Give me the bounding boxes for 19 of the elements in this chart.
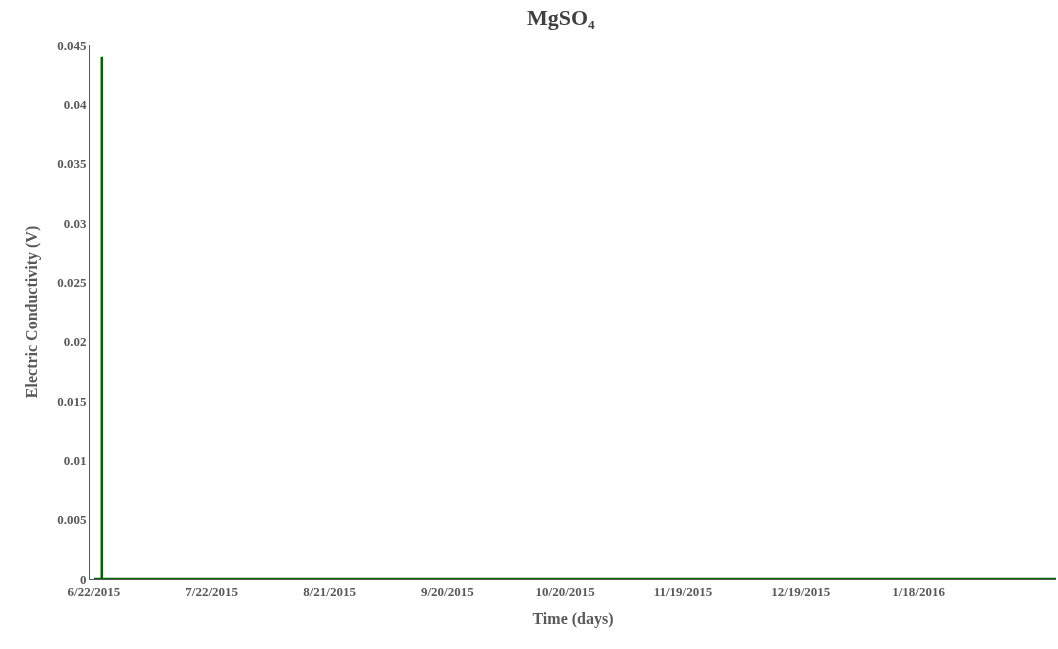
y-axis-title: Electric Conductivity (V) [23,225,42,399]
y-tick-label: 0.01 [63,452,87,468]
x-tick-label: 9/20/2015 [420,583,475,599]
y-tick-label: 0.03 [63,215,87,231]
x-tick-label: 8/21/2015 [303,583,357,599]
x-tick-label: 11/19/2015 [653,583,713,599]
y-tick-label: 0.015 [57,393,87,409]
y-tick-label: 0.02 [63,334,87,350]
y-tick-label: 0.045 [57,37,87,53]
x-tick-label: 10/20/2015 [535,583,596,599]
x-axis-title: Time (days) [532,610,614,629]
x-tick-label: 7/22/2015 [185,583,239,599]
x-tick-label: 1/18/2016 [892,583,946,599]
chart-title: MgSO₄ [526,5,595,31]
y-tick-label: 0.035 [57,156,87,172]
y-tick-label: 0.04 [63,96,87,112]
y-tick-label: 0.025 [57,274,87,290]
x-tick-label: 12/19/2015 [771,583,831,599]
y-tick-label: 0.005 [57,512,87,528]
